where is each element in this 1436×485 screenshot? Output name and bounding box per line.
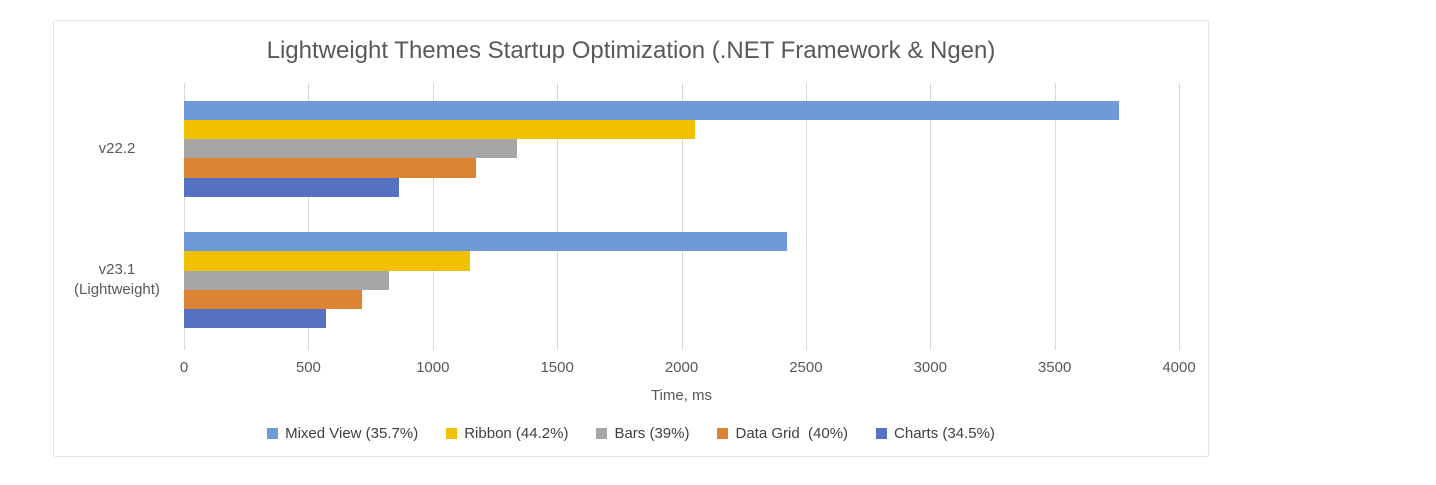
legend-swatch-charts <box>876 428 888 439</box>
bar-charts-v22-2 <box>184 177 400 197</box>
legend-item-ribbon: Ribbon (44.2%) <box>446 425 568 442</box>
legend-item-mixed-view: Mixed View (35.7%) <box>267 425 418 442</box>
legend: Mixed View (35.7%) Ribbon (44.2%) Bars (39… <box>54 425 1208 442</box>
bar-bars-v22-2 <box>184 139 518 159</box>
x-tick-label-2000: 2000 <box>664 359 699 376</box>
gridline-2000 <box>681 83 683 350</box>
gridline-1000 <box>432 83 434 350</box>
gridline-3500 <box>1054 83 1056 350</box>
legend-label-bars: Bars (39%) <box>614 425 690 442</box>
legend-swatch-bars <box>596 428 608 439</box>
plot-area <box>184 83 1180 350</box>
x-tick-label-500: 500 <box>295 359 321 376</box>
legend-label-data-grid: Data Grid (40%) <box>735 425 849 442</box>
x-tick-label-2500: 2500 <box>789 359 823 376</box>
bar-mixed-view-v23-1-lightweight <box>184 232 788 252</box>
chart-title: Lightweight Themes Startup Optimization … <box>266 37 996 64</box>
x-tick-label-3000: 3000 <box>913 359 947 376</box>
legend-label-ribbon: Ribbon (44.2%) <box>464 425 569 442</box>
legend-label-charts: Charts (34.5%) <box>894 425 995 442</box>
gridline-2500 <box>805 83 807 350</box>
x-axis-title: Time, ms <box>650 387 713 404</box>
legend-item-charts: Charts (34.5%) <box>876 425 995 442</box>
gridline-1500 <box>557 83 559 350</box>
gridline-500 <box>308 83 310 350</box>
x-tick-label-0: 0 <box>179 359 189 376</box>
legend-swatch-ribbon <box>446 428 458 439</box>
gridline-3000 <box>930 83 932 350</box>
legend-item-data-grid: Data Grid (40%) <box>717 425 848 442</box>
x-tick-label-1000: 1000 <box>416 359 450 376</box>
x-tick-label-1500: 1500 <box>540 359 574 376</box>
category-label-v23-1-lightweight: v23.1 (Lightweight) <box>74 261 160 299</box>
legend-swatch-mixed-view <box>267 428 279 439</box>
x-tick-label-3500: 3500 <box>1037 359 1072 376</box>
bar-data-grid-v22-2 <box>184 158 477 178</box>
legend-swatch-data-grid <box>717 428 729 439</box>
legend-item-bars: Bars (39%) <box>596 425 689 442</box>
bar-bars-v23-1-lightweight <box>184 270 390 290</box>
legend-label-mixed-view: Mixed View (35.7%) <box>285 425 419 442</box>
chart-container: Lightweight Themes Startup Optimization … <box>53 20 1209 457</box>
gridline-4000 <box>1179 83 1180 350</box>
bar-charts-v23-1-lightweight <box>184 309 326 329</box>
bar-ribbon-v22-2 <box>184 119 696 140</box>
bar-data-grid-v23-1-lightweight <box>184 289 362 310</box>
gridline-0 <box>184 83 185 350</box>
x-tick-label-4000: 4000 <box>1162 359 1196 376</box>
bar-mixed-view-v22-2 <box>184 100 1120 120</box>
category-label-v22-2: v22.2 <box>98 139 136 157</box>
bar-ribbon-v23-1-lightweight <box>184 251 471 271</box>
